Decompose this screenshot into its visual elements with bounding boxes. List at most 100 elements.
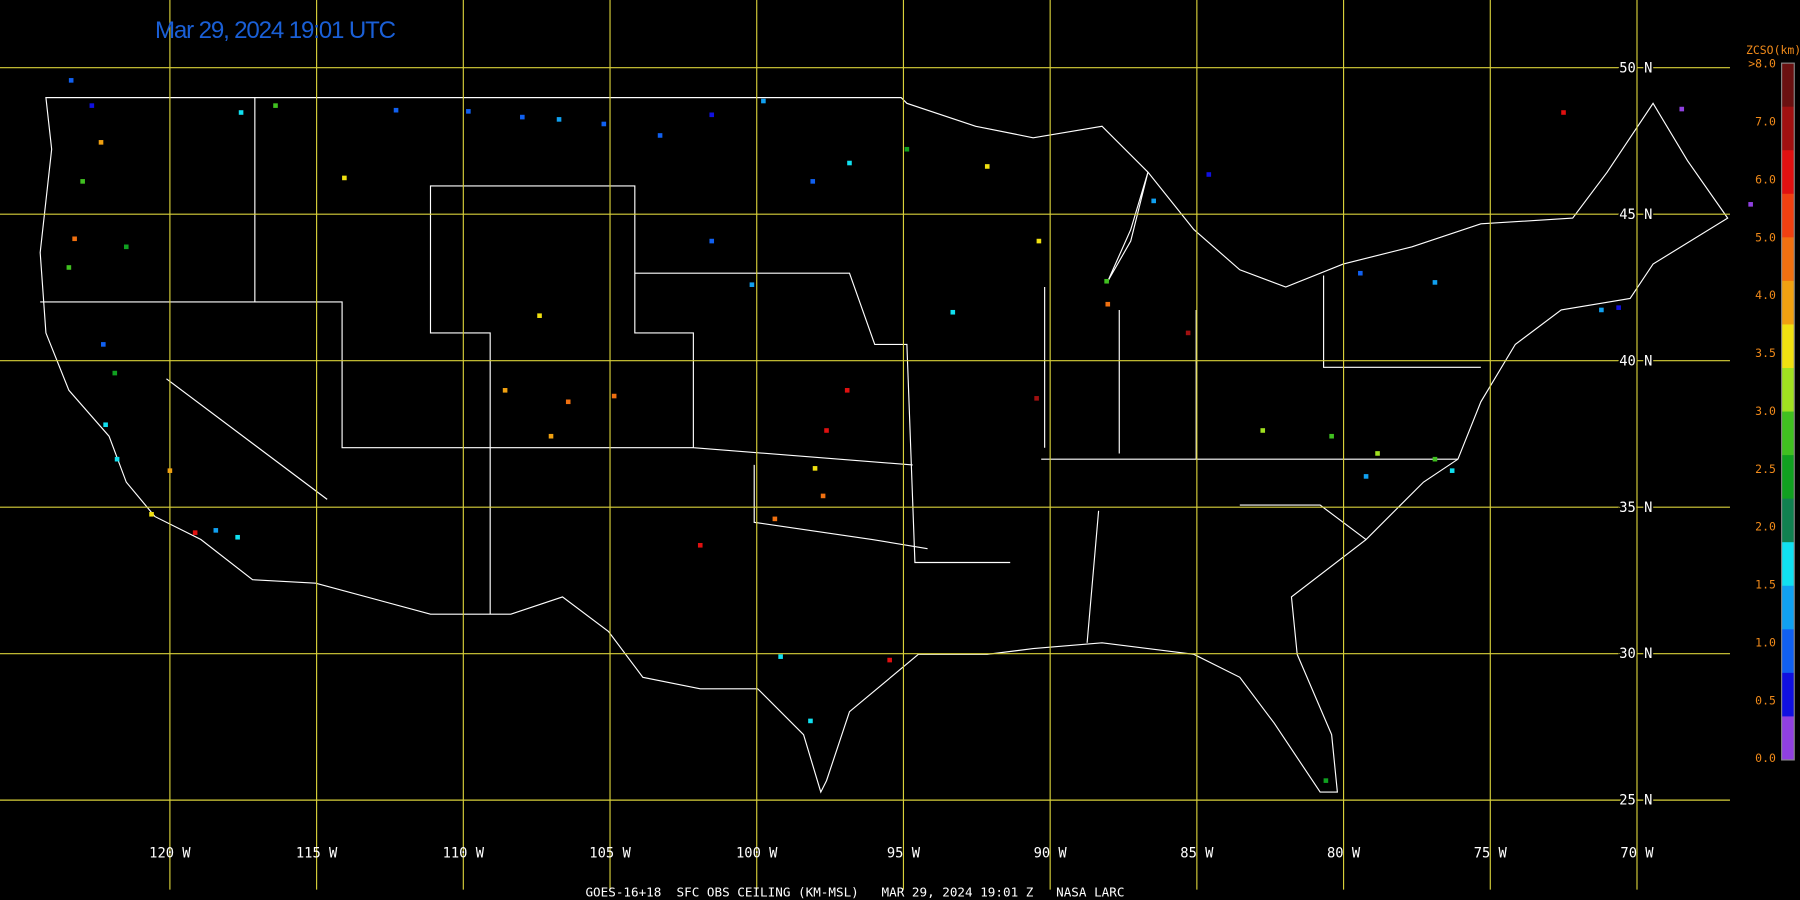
legend-swatch	[1781, 542, 1795, 587]
legend-label: 4.0	[1755, 288, 1776, 302]
station-dot	[123, 244, 129, 250]
legend-label: 1.5	[1755, 578, 1776, 592]
longitude-label: 120 W	[149, 846, 191, 862]
station-dot	[103, 422, 108, 428]
station-dot	[502, 388, 508, 393]
outlines	[39, 97, 1729, 794]
legend-label: 2.5	[1755, 462, 1776, 476]
station-dot	[167, 468, 173, 473]
latitude-label: 40 N	[1619, 353, 1652, 369]
station-dot	[601, 121, 607, 127]
station-dot	[1329, 433, 1334, 439]
station-dot	[697, 542, 703, 548]
station-dot	[812, 466, 818, 471]
station-dot	[80, 179, 85, 184]
station-dot	[820, 493, 826, 499]
station-dot	[238, 110, 244, 115]
legend-label: 6.0	[1755, 172, 1776, 186]
station-dot	[844, 388, 850, 393]
longitude-label: 100 W	[736, 846, 778, 862]
station-dot	[548, 433, 554, 439]
station-dot	[1358, 270, 1363, 276]
longitude-label: 90 W	[1034, 846, 1068, 862]
station-dot	[89, 103, 95, 108]
legend-swatch	[1781, 367, 1795, 413]
legend-swatch	[1781, 63, 1795, 108]
station-dot	[1185, 330, 1191, 336]
title: Mar 29, 2024 19:01 UTC	[155, 17, 396, 44]
station-dot	[824, 428, 829, 433]
station-dot	[149, 511, 154, 517]
latitude-label: 45 N	[1619, 207, 1652, 223]
longitude-label: 110 W	[443, 846, 485, 862]
station-dot	[1206, 172, 1212, 177]
station-dot	[466, 109, 471, 114]
legend-label: >8.0	[1748, 57, 1776, 71]
station-dot	[1363, 474, 1369, 479]
station-dot	[1036, 238, 1042, 244]
station-dot	[1748, 202, 1753, 207]
station-dot	[887, 657, 892, 663]
legend-swatch	[1781, 498, 1795, 543]
legend-swatch	[1781, 455, 1795, 500]
station-dot	[1323, 778, 1329, 783]
station-dot	[1375, 451, 1380, 456]
legend-swatch	[1781, 193, 1795, 238]
station-dot	[1449, 468, 1455, 473]
latitude-label: 25 N	[1619, 793, 1652, 809]
longitude-label: 85 W	[1180, 846, 1214, 862]
station-dot	[778, 654, 783, 659]
station-dot	[611, 393, 617, 399]
legend-label: 1.0	[1755, 635, 1776, 649]
legend-frame	[1781, 62, 1795, 761]
station-dot	[1104, 278, 1109, 284]
legend-title: ZCSO(km)	[1746, 43, 1800, 57]
legend-label: 0.5	[1755, 693, 1776, 707]
station-dot	[1432, 280, 1438, 285]
legend-label: 3.5	[1755, 346, 1776, 360]
longitude-label: 80 W	[1327, 846, 1361, 862]
station-dot	[565, 399, 571, 405]
station-dot	[984, 164, 990, 169]
station-dot	[749, 282, 755, 287]
station-dot	[556, 117, 562, 122]
station-dot	[1151, 198, 1156, 204]
station-dot	[273, 103, 278, 108]
legend-label: 3.0	[1755, 404, 1776, 418]
legend-swatch	[1781, 280, 1795, 326]
station-dot	[1432, 456, 1438, 462]
legend-swatch	[1781, 672, 1795, 717]
legend-label: 2.0	[1755, 520, 1776, 534]
latitude-label: 50 N	[1619, 60, 1652, 76]
stations	[66, 78, 1753, 783]
us-outline	[39, 97, 1729, 794]
station-dot	[808, 718, 813, 724]
station-dot	[1105, 301, 1111, 307]
legend-swatch	[1781, 629, 1795, 674]
station-dot	[114, 456, 120, 462]
station-dot	[709, 112, 715, 118]
station-dot	[950, 309, 956, 315]
longitude-label: 75 W	[1474, 846, 1508, 862]
station-dot	[98, 140, 104, 145]
legend-swatch	[1781, 716, 1795, 761]
legend-swatch	[1781, 585, 1795, 630]
latitude-label: 35 N	[1619, 500, 1652, 516]
station-dot	[1260, 428, 1266, 433]
legend: >8.0 7.0 6.0 5.0 4.0 3.5 3.0 2.5 2.0 1.5 1.0 0.5 0.0	[1748, 57, 1795, 765]
station-dot	[810, 179, 816, 184]
legend-swatch	[1781, 411, 1795, 456]
longitude-label: 70 W	[1620, 846, 1654, 862]
station-dot	[66, 265, 72, 270]
legend-swatch	[1781, 237, 1795, 282]
station-dot	[657, 133, 663, 138]
footer: GOES-16+18 SFC OBS CEILING (KM-MSL) MAR …	[585, 885, 1124, 900]
longitude-label: 105 W	[589, 846, 631, 862]
legend-label: 7.0	[1755, 115, 1776, 129]
grid: 120 W 115 W 110 W 105 W 100 W 95 W 90 W 85 W 80 …	[0, 0, 1730, 890]
station-dot	[772, 516, 778, 522]
lake-michigan	[1107, 172, 1149, 282]
station-dot	[192, 530, 198, 535]
